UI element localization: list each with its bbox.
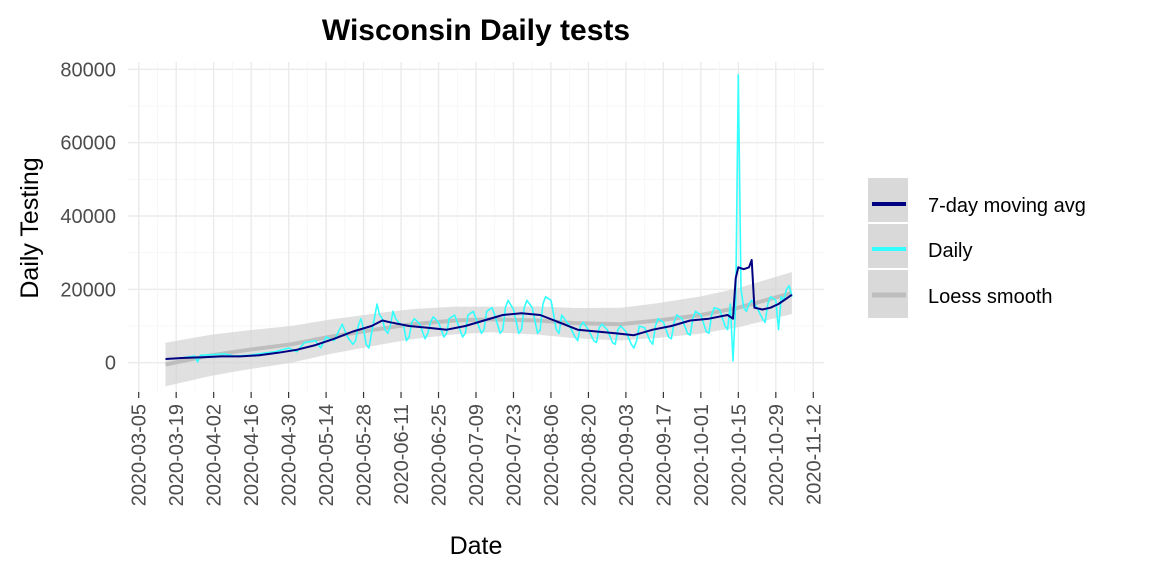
moving-average-line: [165, 259, 793, 360]
x-tick-label-2020-07-09: 2020-07-09: [466, 404, 488, 506]
x-tick-label-2020-10-29: 2020-10-29: [766, 404, 788, 506]
x-tick-label-2020-04-16: 2020-04-16: [241, 404, 263, 506]
x-tick-label-2020-06-25: 2020-06-25: [429, 404, 451, 506]
x-tick-label-2020-11-12: 2020-11-12: [803, 404, 825, 505]
daily-series: [165, 74, 793, 363]
daily-line: [165, 74, 793, 363]
moving-average-series: [165, 259, 793, 360]
legend-label-7-day-moving-avg: 7-day moving avg: [928, 195, 1086, 217]
x-axis: 2020-03-05 2020-03-19 2020-04-02 2020-04-16…: [129, 392, 825, 506]
x-tick-label-2020-06-11: 2020-06-11: [391, 404, 413, 505]
x-tick-label-2020-03-05: 2020-03-05: [129, 404, 151, 506]
legend: 7-day moving avg Daily Loess smooth: [868, 178, 1086, 318]
x-tick-label-2020-05-28: 2020-05-28: [354, 404, 376, 506]
legend-key-bg-0: [868, 178, 908, 222]
y-tick-label-0: 0: [105, 353, 116, 375]
x-tick-label-2020-09-03: 2020-09-03: [616, 404, 638, 506]
x-tick-label-2020-10-01: 2020-10-01: [691, 404, 713, 506]
y-tick-label-60000: 60000: [60, 133, 116, 155]
y-tick-label-80000: 80000: [60, 59, 116, 81]
x-tick-label-2020-07-23: 2020-07-23: [504, 404, 526, 506]
x-tick-label-2020-04-02: 2020-04-02: [204, 404, 226, 506]
x-tick-label-2020-09-17: 2020-09-17: [653, 404, 675, 506]
x-tick-label-2020-08-06: 2020-08-06: [541, 404, 563, 506]
legend-label-daily: Daily: [928, 240, 972, 262]
x-tick-label-2020-10-15: 2020-10-15: [728, 404, 750, 506]
loess-confidence-band: [165, 272, 792, 387]
legend-label-loess-smooth: Loess smooth: [928, 286, 1053, 308]
y-axis-title: Daily Testing: [16, 157, 44, 298]
x-tick-label-2020-03-19: 2020-03-19: [166, 404, 188, 506]
legend-key-bg-1: [868, 224, 908, 268]
y-tick-label-20000: 20000: [60, 279, 116, 301]
y-axis: 0 20000 40000 60000 80000: [60, 59, 116, 374]
x-tick-label-2020-04-30: 2020-04-30: [279, 404, 301, 506]
x-tick-label-2020-08-20: 2020-08-20: [578, 404, 600, 506]
y-tick-label-40000: 40000: [60, 206, 116, 228]
x-tick-label-2020-05-14: 2020-05-14: [316, 404, 338, 506]
chart-title: Wisconsin Daily tests: [322, 14, 630, 47]
x-axis-title: Date: [450, 532, 503, 560]
